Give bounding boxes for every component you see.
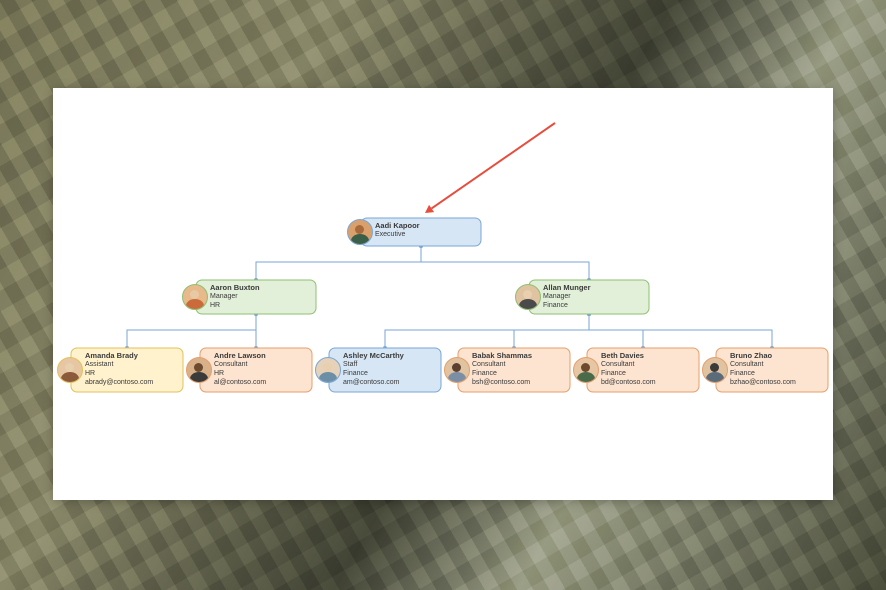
avatar <box>186 357 212 383</box>
person-detail: HR <box>85 369 179 378</box>
org-node: Andre LawsonConsultantHRal@contoso.com <box>214 351 308 387</box>
org-node: Amanda BradyAssistantHRabrady@contoso.co… <box>85 351 179 387</box>
person-detail: Consultant <box>472 360 566 369</box>
person-detail: Manager <box>210 292 312 301</box>
avatar <box>515 284 541 310</box>
person-detail: Finance <box>601 369 695 378</box>
person-detail: abrady@contoso.com <box>85 378 179 387</box>
person-detail: Finance <box>543 301 645 310</box>
avatar <box>444 357 470 383</box>
person-name: Andre Lawson <box>214 351 308 360</box>
org-node: Allan MungerManagerFinance <box>543 283 645 310</box>
person-detail: bsh@contoso.com <box>472 378 566 387</box>
avatar <box>57 357 83 383</box>
org-node: Bruno ZhaoConsultantFinancebzhao@contoso… <box>730 351 824 387</box>
person-detail: Manager <box>543 292 645 301</box>
avatar <box>573 357 599 383</box>
person-name: Amanda Brady <box>85 351 179 360</box>
person-name: Babak Shammas <box>472 351 566 360</box>
avatar <box>182 284 208 310</box>
person-name: Aadi Kapoor <box>375 221 477 230</box>
person-detail: Finance <box>730 369 824 378</box>
person-name: Allan Munger <box>543 283 645 292</box>
org-node: Aadi KapoorExecutive <box>375 221 477 239</box>
person-name: Beth Davies <box>601 351 695 360</box>
person-detail: bd@contoso.com <box>601 378 695 387</box>
person-name: Bruno Zhao <box>730 351 824 360</box>
org-node: Aaron BuxtonManagerHR <box>210 283 312 310</box>
person-detail: Consultant <box>730 360 824 369</box>
org-node: Beth DaviesConsultantFinancebd@contoso.c… <box>601 351 695 387</box>
person-name: Aaron Buxton <box>210 283 312 292</box>
slide-canvas: Aadi KapoorExecutiveAaron BuxtonManagerH… <box>53 88 833 500</box>
org-node: Ashley McCarthyStaffFinanceam@contoso.co… <box>343 351 437 387</box>
diagram-svg <box>53 88 833 500</box>
avatar <box>702 357 728 383</box>
person-detail: Consultant <box>601 360 695 369</box>
person-detail: HR <box>210 301 312 310</box>
person-detail: Executive <box>375 230 477 239</box>
person-detail: bzhao@contoso.com <box>730 378 824 387</box>
person-detail: Assistant <box>85 360 179 369</box>
avatar <box>347 219 373 245</box>
person-detail: Staff <box>343 360 437 369</box>
person-detail: Finance <box>343 369 437 378</box>
person-detail: HR <box>214 369 308 378</box>
person-detail: Finance <box>472 369 566 378</box>
person-detail: am@contoso.com <box>343 378 437 387</box>
avatar <box>315 357 341 383</box>
person-detail: al@contoso.com <box>214 378 308 387</box>
org-node: Babak ShammasConsultantFinancebsh@contos… <box>472 351 566 387</box>
person-detail: Consultant <box>214 360 308 369</box>
person-name: Ashley McCarthy <box>343 351 437 360</box>
